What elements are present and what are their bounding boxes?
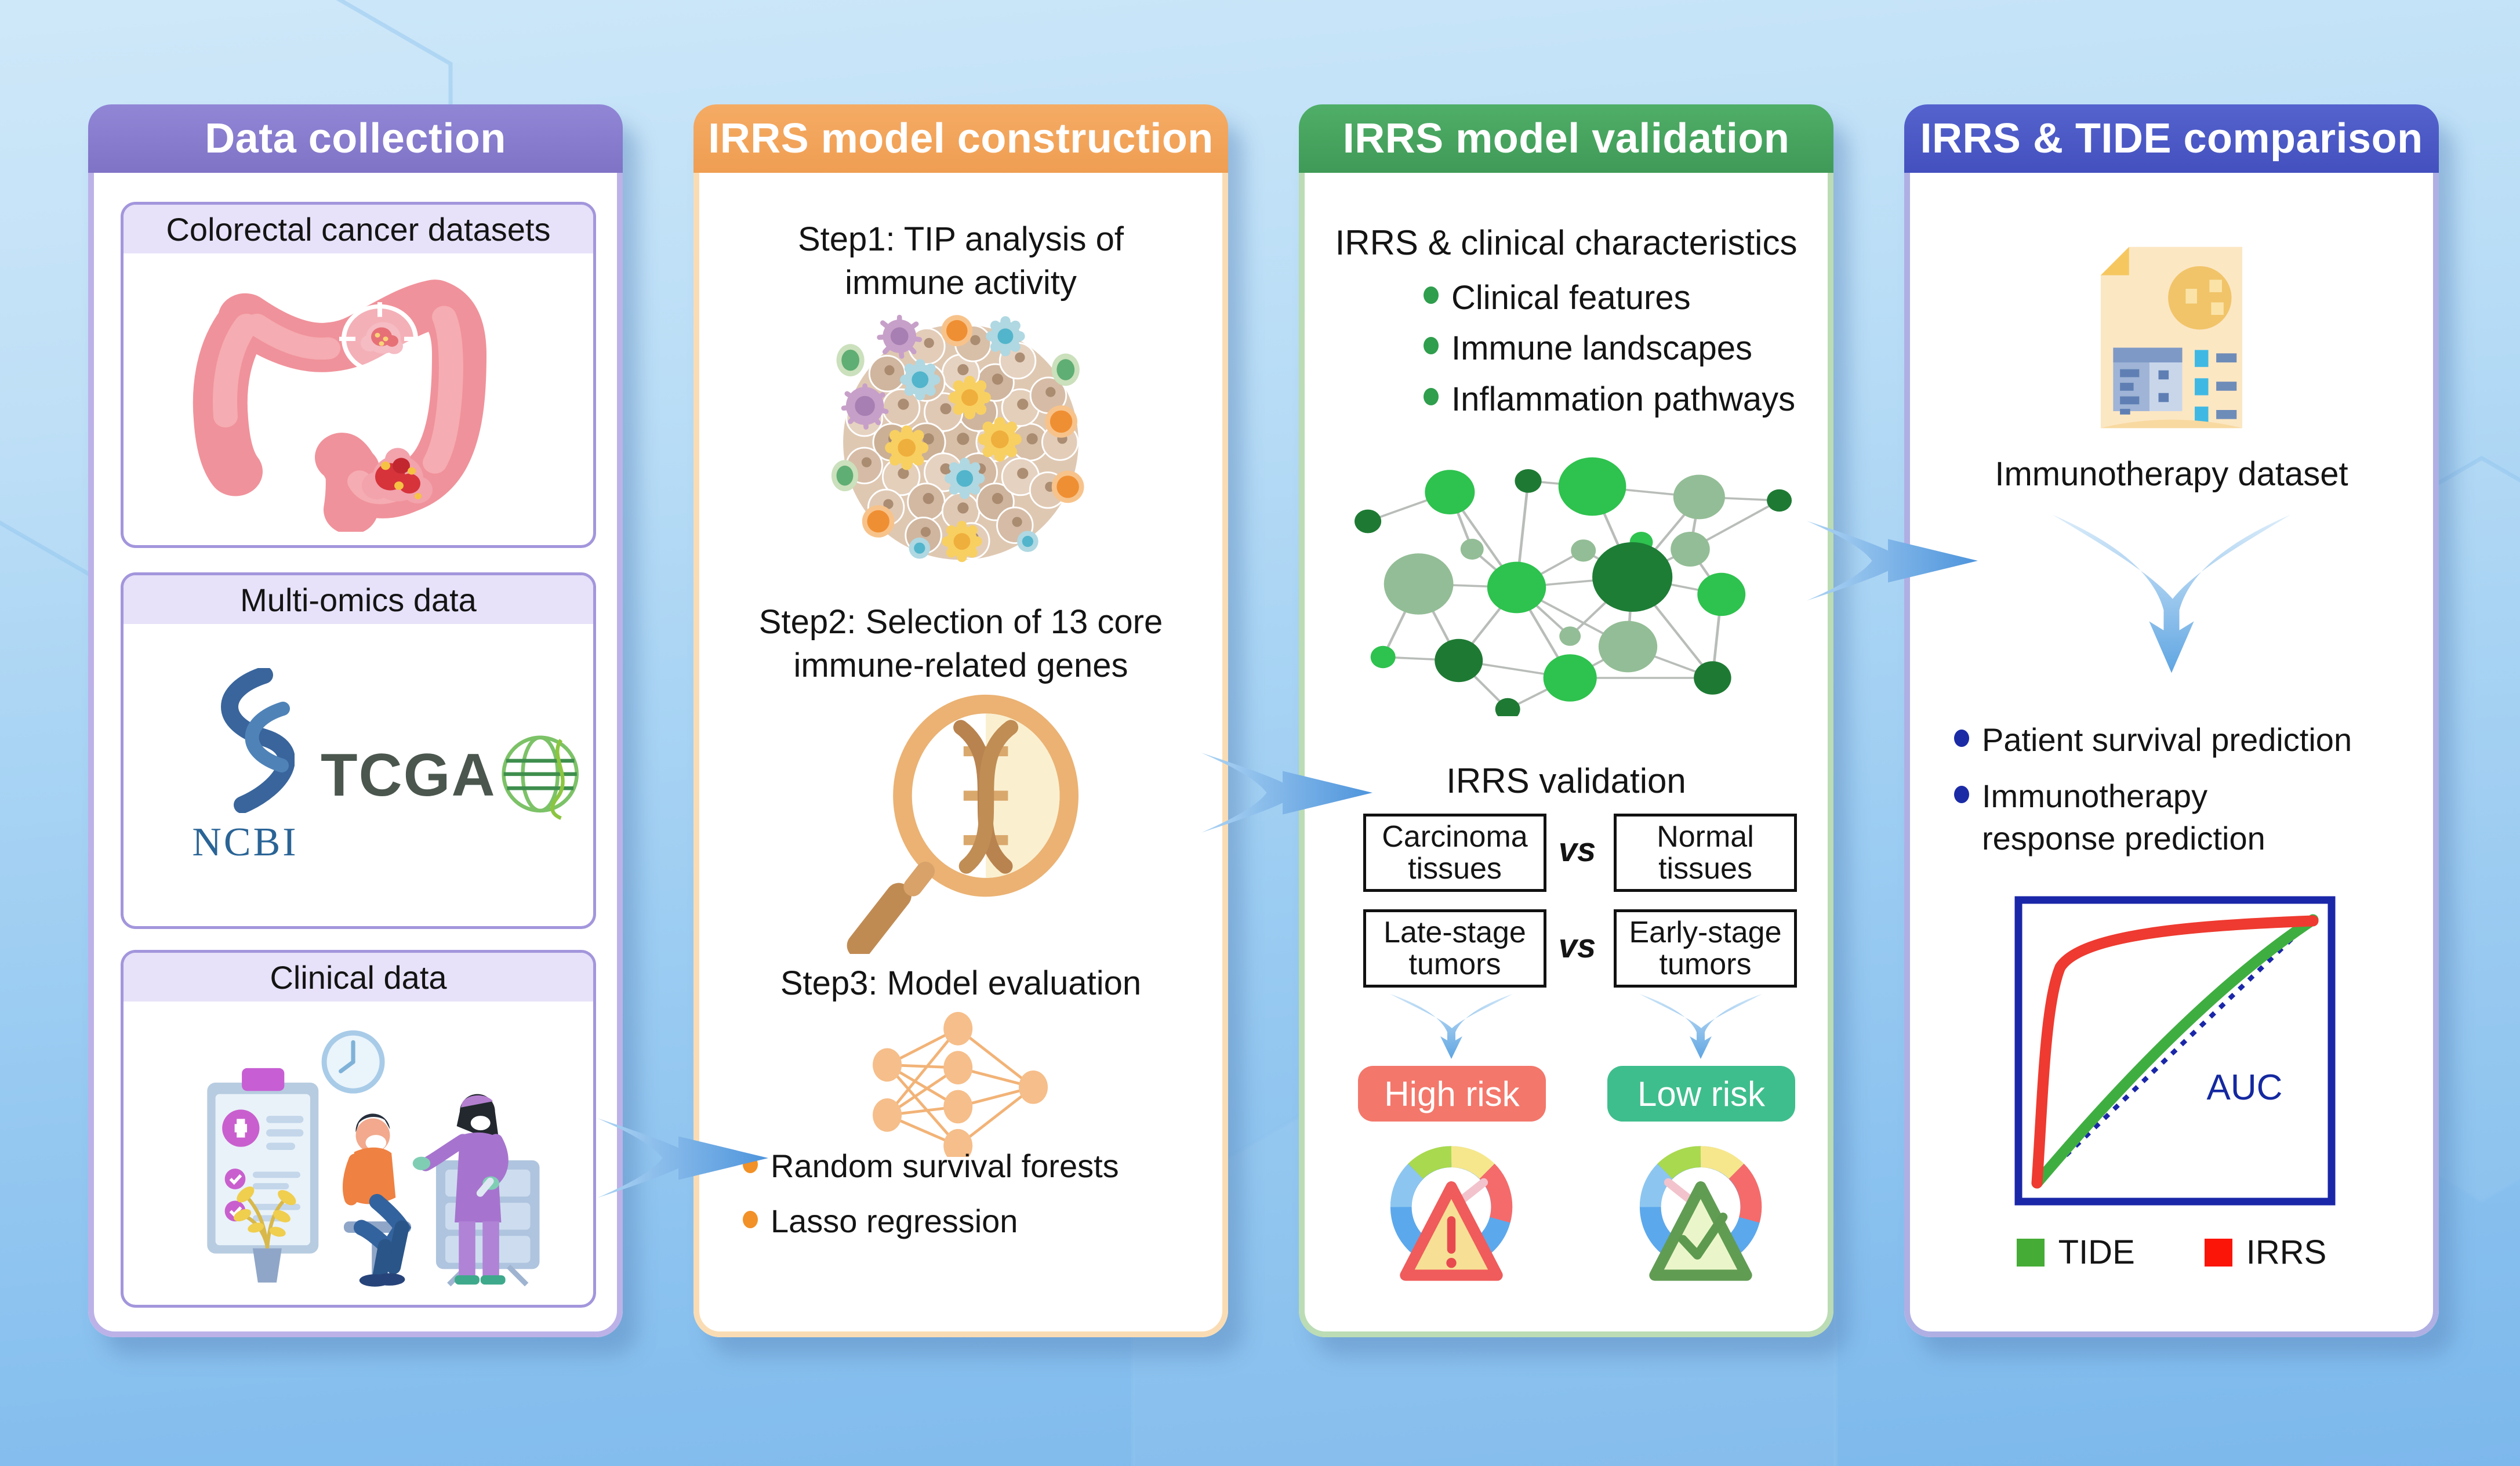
green-bullet-icon	[1424, 286, 1439, 304]
ncbi-helix-icon	[221, 666, 295, 814]
tumor-microenvironment-illustration	[831, 314, 1084, 563]
navy-bullet-icon	[1954, 785, 1969, 803]
orange-bullet-icon	[743, 1210, 758, 1228]
bullet-text: Immunotherapy response prediction	[1982, 777, 2265, 857]
colon-illustration	[193, 280, 486, 532]
panel-3-header: IRRS model validation	[1299, 104, 1833, 173]
vsbox-label: Early-stage tumors	[1629, 915, 1782, 981]
high-risk-badge: High risk	[1358, 1066, 1546, 1122]
step3-text: Step3: Model evaluation	[780, 964, 1142, 1002]
bullet-inflammation-pathways: Inflammation pathways	[1424, 378, 1816, 421]
step1-text: Step1: TIP analysis of immune activity	[797, 220, 1124, 302]
late-stage-tumors-box: Late-stage tumors	[1363, 909, 1546, 988]
comparison-bullets: Patient survival prediction Immunotherap…	[1954, 719, 2412, 859]
low-risk-badge: Low risk	[1607, 1066, 1795, 1122]
panel-data-collection: Data collection Colorectal cancer datase…	[88, 104, 623, 1337]
network-graph-illustration	[1355, 457, 1792, 716]
panel-irrs-validation: IRRS model validation IRRS & clinical ch…	[1299, 104, 1833, 1337]
legend-label: IRRS	[2246, 1233, 2327, 1271]
tcga-globe-icon	[502, 735, 579, 820]
navy-bullet-icon	[1954, 730, 1969, 747]
document-icon	[2100, 246, 2243, 429]
box-colorectal-label: Colorectal cancer datasets	[166, 211, 551, 248]
roc-chart: AUC	[2014, 896, 2336, 1206]
tumor-small-target	[339, 302, 420, 376]
panel-irrs-construction: IRRS model construction Step1: TIP analy…	[693, 104, 1228, 1337]
box-multiomics-header: Multi-omics data	[124, 575, 593, 624]
step2-text: Step2: Selection of 13 core immune-relat…	[758, 603, 1163, 685]
bullet-text: Lasso regression	[771, 1202, 1018, 1239]
bullet-text: Patient survival prediction	[1982, 721, 2352, 758]
tide-swatch-icon	[2016, 1238, 2045, 1267]
panel-3-title: IRRS model validation	[1342, 115, 1790, 162]
immune-cells	[831, 314, 1084, 563]
bullet-text: Inflammation pathways	[1451, 380, 1796, 418]
bullet-survival-prediction: Patient survival prediction	[1954, 719, 2412, 761]
neural-network-icon	[873, 1012, 1048, 1157]
normal-tissues-box: Normal tissues	[1614, 814, 1797, 892]
panel-2-header: IRRS model construction	[693, 104, 1228, 173]
box-colorectal-header: Colorectal cancer datasets	[124, 205, 593, 253]
roc-legend: TIDE IRRS	[1904, 1233, 2439, 1272]
vs-label-2: vs	[1558, 927, 1596, 965]
irrs-swatch-icon	[2204, 1238, 2232, 1267]
box-colorectal-datasets: Colorectal cancer datasets	[121, 202, 596, 548]
early-stage-tumors-box: Early-stage tumors	[1614, 909, 1797, 988]
box-multiomics: Multi-omics data NCBI TCGA	[121, 572, 596, 929]
ncbi-logo: NCBI	[164, 666, 326, 866]
validation-heading: IRRS & clinical characteristics	[1335, 223, 1798, 262]
bullet-immune-landscapes: Immune landscapes	[1424, 326, 1816, 370]
construction-bullets: Random survival forests Lasso regression	[743, 1145, 1205, 1243]
bullet-clinical-features: Clinical features	[1424, 276, 1816, 320]
tumor-large	[362, 448, 433, 504]
flow-arrow-icon	[1201, 753, 1372, 833]
panel-1-header: Data collection	[88, 104, 623, 173]
tide-curve	[2031, 914, 2319, 1189]
auc-label: AUC	[2207, 1068, 2283, 1108]
tcga-logo: TCGA	[321, 709, 582, 842]
green-bullet-icon	[1424, 387, 1439, 405]
tcga-label: TCGA	[321, 741, 496, 809]
immunotherapy-dataset-label: Immunotherapy dataset	[1995, 455, 2348, 493]
split-arrow-icon	[1639, 994, 1762, 1059]
bullet-response-prediction: Immunotherapy response prediction	[1954, 775, 2412, 860]
carcinoma-tissues-box: Carcinoma tissues	[1363, 814, 1546, 892]
magnifier-dna-icon	[847, 694, 1079, 954]
vs-label-1: vs	[1558, 831, 1596, 869]
gauge-check-icon	[1639, 1146, 1762, 1281]
bullet-text: Clinical features	[1451, 279, 1691, 317]
irrs-curve	[2031, 915, 2319, 1189]
bullet-random-survival-forests: Random survival forests	[743, 1145, 1205, 1188]
split-arrow-icon	[2053, 514, 2290, 673]
panel-1-title: Data collection	[205, 115, 506, 162]
ncbi-label: NCBI	[192, 820, 299, 865]
flow-arrow-icon	[1807, 521, 1978, 601]
legend-label: TIDE	[2058, 1233, 2135, 1271]
gauge-warning-icon	[1390, 1146, 1513, 1281]
box-clinical-label: Clinical data	[270, 959, 447, 996]
panel-4-header: IRRS & TIDE comparison	[1904, 104, 2439, 173]
panel-4-title: IRRS & TIDE comparison	[1920, 115, 2423, 162]
panel-irrs-tide-comparison: IRRS & TIDE comparison Immunotherap	[1904, 104, 2439, 1337]
panel-2-title: IRRS model construction	[708, 115, 1214, 162]
clinical-illustration	[207, 1030, 540, 1287]
green-bullet-icon	[1424, 337, 1439, 355]
vsbox-label: Carcinoma tissues	[1382, 819, 1528, 886]
vsbox-label: Normal tissues	[1657, 819, 1754, 886]
box-multiomics-label: Multi-omics data	[240, 581, 477, 618]
validation-bullets: Clinical features Immune landscapes Infl…	[1424, 276, 1816, 421]
bullet-text: Random survival forests	[771, 1148, 1119, 1184]
bullet-text: Immune landscapes	[1451, 329, 1753, 368]
vsbox-label: Late-stage tumors	[1384, 915, 1526, 981]
box-clinical-data: Clinical data	[121, 950, 596, 1308]
irrs-validation-heading: IRRS validation	[1446, 761, 1686, 800]
flow-arrow-icon	[597, 1118, 768, 1198]
box-clinical-header: Clinical data	[124, 953, 593, 1001]
split-arrow-icon	[1390, 994, 1513, 1059]
legend-irrs: IRRS	[2204, 1233, 2327, 1272]
legend-tide: TIDE	[2016, 1233, 2135, 1272]
bullet-lasso-regression: Lasso regression	[743, 1200, 1205, 1243]
